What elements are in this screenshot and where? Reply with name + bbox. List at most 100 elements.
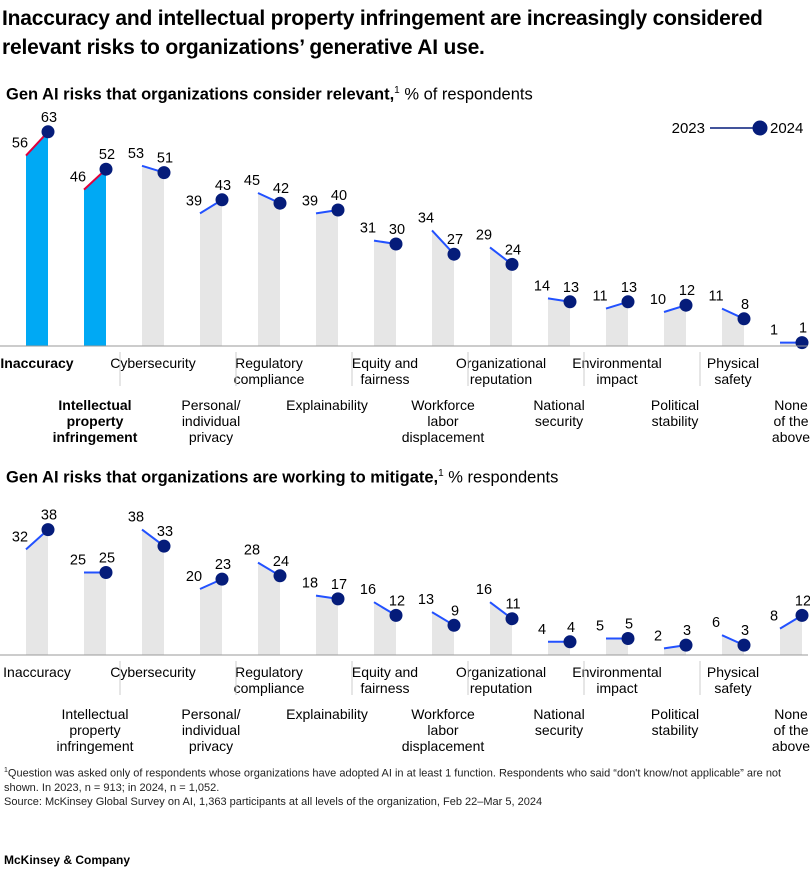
c1-category-label: Explainability [286,397,368,413]
c2-value-2024: 38 [41,508,57,524]
legend-2024-label: 2024 [770,120,803,137]
c1-bar [548,298,570,346]
c2-bar [26,529,48,655]
c1-value-2024: 27 [447,232,463,248]
c1-value-2024: 43 [215,178,231,194]
c1-category-label: Cybersecurity [110,355,196,371]
legend-2023-label: 2023 [672,120,705,137]
c2-bar [258,562,280,655]
c2-bar [722,635,744,655]
c2-value-2024: 3 [683,623,691,639]
c2-value-2024: 33 [157,524,173,540]
c1-value-2023: 53 [128,146,144,162]
footnote: 1Question was asked only of respondents … [4,764,794,809]
c1-value-2024: 42 [273,181,289,197]
c1-category-label: Equity and fairness [352,355,418,387]
c2-bar [84,572,106,655]
c2-category-label: Organizational reputation [456,664,546,696]
c1-marker-2024 [505,257,519,271]
c1-value-2023: 11 [592,289,607,305]
c1-category-label: Regulatory compliance [234,355,305,387]
c2-category-label: Inaccuracy [3,664,71,680]
c2-marker-2024 [331,592,345,606]
c1-bar [200,199,222,346]
c2-marker-2024 [41,523,55,537]
brand-logo-text: McKinsey & Company [4,853,131,867]
legend-2024-marker [752,120,768,136]
c1-value-2023: 11 [708,289,723,305]
c1-bar [606,301,628,346]
headline: Inaccuracy and intellectual property inf… [2,7,763,59]
c2-value-2024: 9 [451,603,459,619]
footnote-source: Source: McKinsey Global Survey on AI, 1,… [4,795,543,808]
c2-category-label: Regulatory compliance [234,664,305,696]
c1-marker-2024 [737,312,751,326]
c2-category-label: Environmental impact [572,664,662,696]
c1-value-2023: 45 [244,173,260,189]
c2-value-2024: 4 [567,620,575,636]
chart1-subtitle-footnote-mark: 1 [394,85,400,96]
c1-marker-2024 [621,295,635,309]
c2-marker-2024 [389,608,403,622]
c2-value-2024: 11 [505,597,520,613]
c2-value-2023: 8 [770,609,778,625]
c2-marker-2024 [563,635,577,649]
c1-bar [664,305,686,346]
c2-value-2023: 5 [596,619,604,635]
c1-value-2023: 56 [12,136,28,152]
c2-value-2024: 12 [389,593,405,609]
chart-relevant-risks: 56 63 Inaccuracy 46 52 Intellectual property in… [0,110,810,445]
c1-marker-2024 [41,125,55,139]
c1-bar [374,240,396,346]
c1-value-2024: 8 [741,297,749,313]
c2-marker-2024 [215,572,229,586]
c1-marker-2024 [447,247,461,261]
c2-value-2024: 3 [741,623,749,639]
c2-bar [606,638,628,655]
chart2-subtitle: Gen AI risks that organizations are work… [6,468,558,488]
c1-value-2024: 1 [799,321,807,337]
c1-bar [490,247,512,346]
c1-bar [84,169,106,346]
c1-marker-2024 [157,166,171,180]
c1-bar [142,165,164,346]
c1-category-label: Personal/individual privacy [181,397,240,445]
c2-marker-2024 [505,612,519,626]
c1-category-label: Organizational reputation [456,355,546,387]
c1-category-label: Workforce labor displacement [402,397,485,445]
c1-value-2023: 39 [186,193,202,209]
chart2-subtitle-main: Gen AI risks that organizations are work… [6,468,439,487]
c2-category-label: Equity and fairness [352,664,418,696]
c1-value-2023: 46 [70,170,86,186]
c2-bar [200,579,222,655]
c1-value-2024: 52 [99,147,115,163]
chart2-subtitle-unit: % respondents [443,468,559,487]
c1-bar [316,210,338,346]
c2-marker-2024 [737,638,751,652]
c1-value-2023: 34 [418,210,434,226]
c2-category-label: Explainability [286,706,368,722]
c2-bar [316,595,338,655]
c2-marker-2024 [679,638,693,652]
c2-value-2023: 16 [476,582,492,598]
c1-value-2023: 14 [534,278,550,294]
c2-value-2024: 23 [215,557,231,573]
c2-value-2023: 13 [418,592,434,608]
c1-marker-2024 [795,336,809,350]
c2-value-2023: 28 [244,543,260,559]
c1-value-2024: 12 [679,283,695,299]
c2-value-2023: 25 [70,553,86,569]
c2-value-2023: 18 [302,576,318,592]
c2-marker-2024 [273,569,287,583]
c2-marker-2024 [795,608,809,622]
c2-value-2023: 16 [360,582,376,598]
c2-category-label: Personal/individual privacy [181,706,240,754]
chart1-subtitle: Gen AI risks that organizations consider… [6,85,533,105]
c1-marker-2024 [215,193,229,207]
c1-category-label: None of the above [772,397,810,445]
footnote-note: 1Question was asked only of respondents … [4,764,794,795]
c1-value-2023: 10 [650,292,666,308]
c1-value-2024: 24 [505,242,521,258]
c2-category-label: Workforce labor displacement [402,706,485,754]
c1-marker-2024 [679,298,693,312]
